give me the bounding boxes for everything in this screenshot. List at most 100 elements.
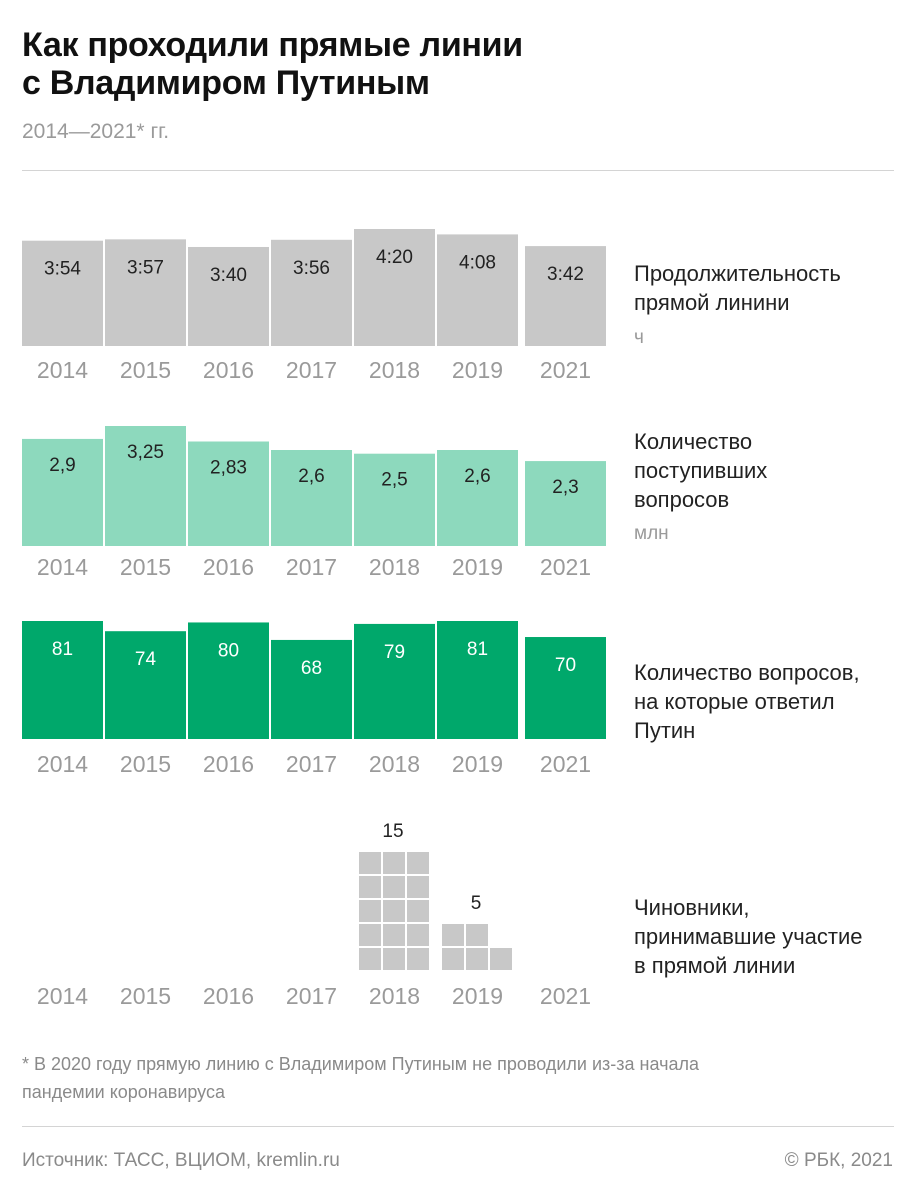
received-value-label-2015: 3,25 [127,442,164,463]
received-year-label-2018: 2018 [369,554,420,580]
duration-bar-2018 [354,229,435,346]
answered-year-label-2016: 2016 [203,751,254,777]
officials-unit-square-2018-3 [407,948,429,970]
received-unit: млн [634,523,669,544]
footnote: * В 2020 году прямую линию с Владимиром … [22,1050,882,1106]
answered-value-label-2015: 74 [135,649,157,670]
duration-value-label-2017: 3:56 [293,258,330,279]
officials-label-line-1: Чиновники, [634,895,750,920]
received-bar-2021 [525,461,606,546]
answered-bar-2015 [105,631,186,739]
officials-value-label-2018: 15 [382,821,403,842]
officials-unit-square-2018-6 [407,924,429,946]
answered-bar-2016 [188,622,269,739]
chart-subtitle: 2014—2021* гг. [22,120,170,143]
answered-label-line-2: на которые ответил [634,689,835,714]
received-label: Количество поступивших вопросов [634,427,767,514]
officials-label-line-3: в прямой линии [634,953,796,978]
officials-unit-square-2018-5 [383,924,405,946]
duration-unit: ч [634,327,644,348]
answered-label-line-3: Путин [634,718,696,743]
officials-unit-square-2018-12 [407,876,429,898]
duration-value-label-2016: 3:40 [210,265,247,286]
received-value-label-2021: 2,3 [552,477,578,498]
copyright-text: © РБК, 2021 [784,1150,893,1171]
duration-bar-2015 [105,239,186,346]
answered-year-label-2014: 2014 [37,751,88,777]
answered-year-label-2015: 2015 [120,751,171,777]
received-value-label-2018: 2,5 [381,470,407,491]
bottom-divider [22,1126,894,1127]
chart-title: Как проходили прямые линии с Владимиром … [22,26,882,102]
chart-title-line-1: Как проходили прямые линии [22,26,523,64]
officials-unit-square-2019-3 [490,948,512,970]
officials-unit-square-2018-14 [383,852,405,874]
received-bar-2015 [105,426,186,546]
received-value-label-2017: 2,6 [298,466,324,487]
source-text: Источник: ТАСС, ВЦИОМ, kremlin.ru [22,1150,340,1171]
officials-label-line-2: принимавшие участие [634,924,863,949]
duration-label-line-1: Продолжительность [634,261,841,286]
answered-label-line-1: Количество вопросов, [634,660,860,685]
received-year-label-2017: 2017 [286,554,337,580]
duration-label-line-2: прямой линини [634,290,790,315]
received-value-label-2016: 2,83 [210,458,247,479]
answered-bar-2014 [22,621,103,739]
answered-year-label-2017: 2017 [286,751,337,777]
footnote-line-1: * В 2020 году прямую линию с Владимиром … [22,1054,700,1074]
officials-unit-square-2019-1 [442,948,464,970]
answered-bar-2019 [437,621,518,739]
footnote-line-2: пандемии коронавируса [22,1082,225,1102]
officials-year-label-2016: 2016 [203,983,254,1009]
officials-unit-square-2018-2 [383,948,405,970]
answered-value-label-2019: 81 [467,639,488,660]
officials-value-label-2019: 5 [471,893,482,914]
duration-value-label-2014: 3:54 [44,259,81,280]
officials-unit-square-2018-7 [359,900,381,922]
officials-unit-square-2018-8 [383,900,405,922]
answered-year-label-2019: 2019 [452,751,503,777]
officials-year-label-2021: 2021 [540,983,591,1009]
officials-label: Чиновники, принимавшие участие в прямой … [634,893,863,980]
duration-value-label-2021: 3:42 [547,264,584,285]
duration-year-label-2014: 2014 [37,357,88,383]
received-bar-2017 [271,450,352,546]
officials-unit-square-2018-15 [407,852,429,874]
duration-value-label-2019: 4:08 [459,252,496,273]
duration-year-label-2019: 2019 [452,357,503,383]
received-label-line-3: вопросов [634,487,730,512]
answered-value-label-2017: 68 [301,658,322,679]
received-year-label-2021: 2021 [540,554,591,580]
officials-year-label-2014: 2014 [37,983,88,1009]
officials-year-label-2019: 2019 [452,983,503,1009]
officials-unit-square-2019-4 [442,924,464,946]
officials-unit-square-2019-5 [466,924,488,946]
officials-year-label-2018: 2018 [369,983,420,1009]
officials-unit-square-2019-2 [466,948,488,970]
answered-value-label-2016: 80 [218,640,239,661]
answered-value-label-2021: 70 [555,655,576,676]
officials-year-label-2017: 2017 [286,983,337,1009]
received-bar-2014 [22,438,103,546]
received-value-label-2014: 2,9 [49,455,75,476]
received-year-label-2014: 2014 [37,554,88,580]
answered-year-label-2021: 2021 [540,751,591,777]
officials-year-label-2015: 2015 [120,983,171,1009]
officials-unit-square-2018-9 [407,900,429,922]
answered-label: Количество вопросов, на которые ответил … [634,658,860,745]
received-year-label-2019: 2019 [452,554,503,580]
duration-year-label-2018: 2018 [369,357,420,383]
received-bar-2016 [188,441,269,546]
answered-value-label-2018: 79 [384,642,405,663]
received-year-label-2015: 2015 [120,554,171,580]
answered-year-label-2018: 2018 [369,751,420,777]
received-label-line-1: Количество [634,429,753,454]
officials-unit-square-2018-13 [359,852,381,874]
received-bar-2019 [437,450,518,546]
answered-bar-2017 [271,639,352,739]
answered-value-label-2014: 81 [52,639,73,660]
chart-title-line-2: с Владимиром Путиным [22,64,430,102]
received-year-label-2016: 2016 [203,554,254,580]
received-value-label-2019: 2,6 [464,466,490,487]
